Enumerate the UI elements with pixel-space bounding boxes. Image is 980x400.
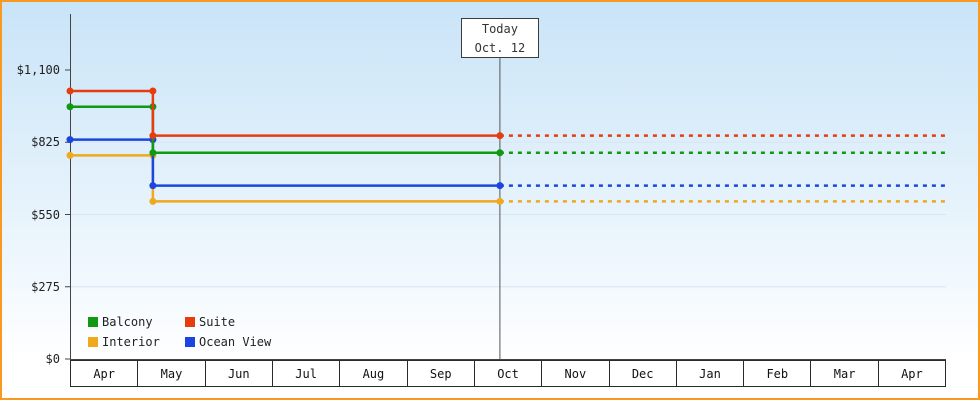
x-axis-month-row: Apr May Jun Jul Aug Sep Oct Nov Dec Jan … [70,360,947,387]
legend-swatch-suite-icon [185,317,195,327]
x-axis-month-label: Apr [70,360,139,387]
today-marker-box: Today Oct. 12 [460,18,539,58]
legend-swatch-interior-icon [88,337,98,347]
x-axis-month-label: Apr [877,360,947,387]
legend-label-balcony: Balcony [102,315,153,329]
legend-label-ocean-view: Ocean View [199,335,272,349]
legend-item-suite: Suite [185,312,271,332]
legend-swatch-ocean-view-icon [185,337,195,347]
series-interior-marker [66,151,74,159]
x-axis-month-label: Jul [271,360,341,387]
series-ocean-view-marker [149,182,157,190]
x-axis-month-label: Mar [810,360,879,387]
series-balcony-line [70,105,500,155]
series-suite-line [70,89,500,137]
series-balcony-marker [496,149,504,157]
x-axis-month-label: May [137,360,206,387]
today-date: Oct. 12 [474,41,526,55]
series-interior-line [70,154,500,203]
x-axis-month-label: Sep [406,360,475,387]
today-label: Today [481,22,518,36]
y-axis-label: $275 [31,279,60,294]
series-ocean-view-marker [496,182,504,190]
x-axis-month-label: Oct [473,360,543,387]
y-axis-label: $550 [31,207,60,222]
x-axis-month-label: Jan [675,360,745,387]
legend-item-interior: Interior [88,332,185,352]
series-suite-marker [149,87,157,95]
series-ocean-view-line [70,138,500,187]
x-axis-month-label: Aug [339,360,408,387]
x-axis-month-label: Dec [608,360,677,387]
series-balcony-marker [149,149,157,157]
chart-legend: Balcony Suite Interior Ocean View [88,312,271,352]
legend-label-interior: Interior [102,335,160,349]
y-axis-label: $1,100 [16,63,60,77]
series-suite-marker [496,132,504,140]
legend-label-suite: Suite [199,315,236,329]
legend-item-balcony: Balcony [88,312,185,332]
series-suite-marker [66,87,74,95]
x-axis-month-label: Nov [541,360,610,387]
x-axis-month-label: Feb [743,360,812,387]
series-ocean-view-marker [66,136,74,144]
series-suite-marker [149,132,157,140]
y-axis-label: $0 [45,352,60,366]
series-interior-marker [149,197,157,205]
legend-item-ocean-view: Ocean View [185,332,271,352]
legend-swatch-balcony-icon [88,317,98,327]
series-interior-marker [496,197,504,205]
y-axis-label: $825 [31,135,60,150]
series-balcony-marker [66,103,74,111]
x-axis-month-label: Jun [204,360,273,387]
